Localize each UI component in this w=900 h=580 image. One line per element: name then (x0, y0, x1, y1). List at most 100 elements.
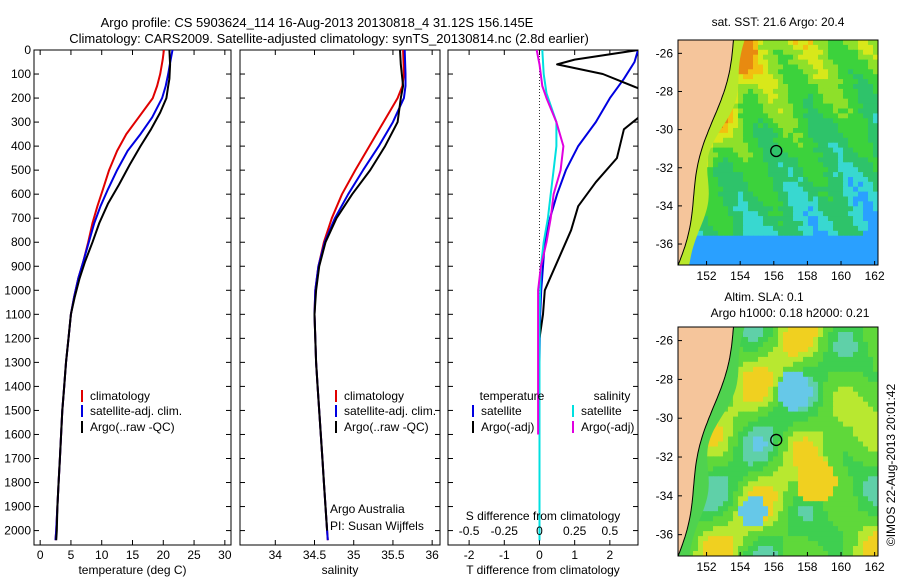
map-cell (793, 386, 799, 393)
map-cell (788, 491, 794, 497)
map-cell (773, 54, 779, 61)
map-cell (703, 260, 709, 265)
map-cell (858, 255, 864, 261)
map-cell (743, 98, 749, 105)
map-cell (758, 471, 764, 477)
map-cell (853, 456, 859, 462)
map-cell (853, 376, 859, 383)
map-cell (758, 201, 764, 207)
map-cell (818, 441, 824, 448)
map-cell (838, 536, 844, 542)
map-cell (768, 426, 774, 433)
salinity-panel-frame (239, 49, 441, 546)
map-cell (858, 446, 864, 453)
map-cell (818, 137, 824, 144)
map-cell (758, 172, 764, 178)
map-cell (803, 491, 809, 497)
map-cell (853, 461, 859, 467)
map-cell (838, 546, 844, 552)
map-cell (718, 196, 724, 202)
map-cell (798, 147, 804, 154)
map-cell (843, 123, 849, 129)
map-cell (798, 426, 804, 433)
x-tick-label: 152 (697, 269, 717, 283)
map-cell (848, 260, 854, 265)
map-cell (873, 157, 878, 163)
map-cell (778, 221, 784, 227)
map-cell (743, 64, 749, 70)
map-cell (818, 69, 824, 75)
map-cell (783, 416, 789, 423)
map-cell (723, 426, 729, 433)
map-cell (783, 196, 789, 202)
map-cell (833, 456, 839, 462)
map-cell (873, 240, 878, 246)
map-cell (763, 481, 769, 487)
map-cell (808, 401, 814, 408)
map-cell (833, 216, 839, 222)
map-cell (838, 531, 844, 537)
map-cell (818, 230, 824, 237)
map-cell (748, 416, 754, 423)
y-tick-label: 400 (11, 139, 31, 153)
map-cell (753, 225, 759, 232)
map-cell (773, 245, 779, 251)
map-cell (818, 541, 824, 547)
map-cell (818, 376, 824, 383)
map-cell (813, 416, 819, 423)
map-cell (823, 128, 829, 134)
map-cell (758, 250, 764, 256)
map-cell (753, 391, 759, 398)
map-cell (768, 386, 774, 393)
map-cell (778, 211, 784, 217)
map-cell (843, 401, 849, 408)
map-cell (738, 396, 744, 403)
map-cell (818, 240, 824, 246)
map-cell (778, 341, 784, 348)
map-cell (838, 54, 844, 61)
map-cell (788, 44, 794, 51)
map-cell (853, 551, 859, 556)
map-cell (783, 98, 789, 105)
map-cell (713, 551, 719, 556)
map-cell (713, 521, 719, 527)
map-cell (853, 69, 859, 75)
map-cell (773, 536, 779, 542)
map-cell (748, 351, 754, 358)
map-cell (703, 516, 709, 522)
map-cell (873, 132, 878, 139)
map-cell (838, 526, 844, 532)
map-cell (838, 521, 844, 527)
map-cell (863, 142, 869, 149)
map-cell (838, 366, 844, 373)
map-cell (718, 152, 724, 158)
map-cell (758, 386, 764, 393)
map-cell (843, 501, 849, 507)
map-cell (773, 551, 779, 556)
map-cell (798, 476, 804, 482)
map-cell (773, 521, 779, 527)
map-cell (763, 526, 769, 532)
map-cell (738, 59, 744, 66)
map-cell (838, 431, 844, 438)
map-cell (843, 240, 849, 246)
map-cell (723, 221, 729, 227)
map-cell (793, 501, 799, 507)
map-cell (818, 341, 824, 348)
map-cell (798, 391, 804, 398)
map-cell (788, 172, 794, 178)
map-cell (783, 225, 789, 232)
map-cell (823, 255, 829, 261)
series-line-climatology (313, 50, 405, 541)
map-cell (818, 49, 824, 56)
map-cell (808, 206, 814, 212)
map-cell (843, 341, 849, 348)
map-cell (808, 341, 814, 348)
map-cell (813, 49, 819, 56)
map-cell (698, 551, 704, 556)
map-cell (828, 461, 834, 467)
map-cell (813, 491, 819, 497)
map-cell (783, 421, 789, 428)
map-cell (868, 401, 874, 408)
map-cell (713, 491, 719, 497)
